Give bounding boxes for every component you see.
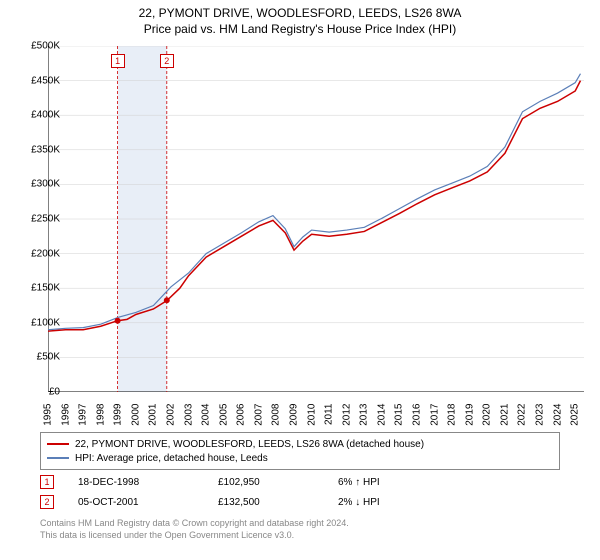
x-tick-label: 2014 [376,404,387,434]
transaction-row: 2 05-OCT-2001£132,5002% ↓ HPI [40,492,560,512]
y-tick-label: £450K [16,75,60,86]
transaction-price: £132,500 [218,497,338,508]
x-tick-label: 1998 [95,404,106,434]
x-tick-label: 2016 [412,404,423,434]
x-tick-label: 2000 [130,404,141,434]
legend-row: 22, PYMONT DRIVE, WOODLESFORD, LEEDS, LS… [47,437,553,451]
x-tick-label: 2013 [359,404,370,434]
x-tick-label: 2018 [447,404,458,434]
y-tick-label: £350K [16,144,60,155]
x-tick-label: 2005 [218,404,229,434]
x-tick-label: 2015 [394,404,405,434]
sale-callout-2: 2 [160,54,174,68]
x-tick-label: 2023 [535,404,546,434]
x-tick-label: 2007 [253,404,264,434]
plot-svg [48,46,584,392]
footer-line-2: This data is licensed under the Open Gov… [40,530,560,542]
sale-callout-1: 1 [111,54,125,68]
x-tick-label: 1999 [113,404,124,434]
x-tick-label: 2003 [183,404,194,434]
transaction-date: 18-DEC-1998 [78,477,218,488]
transaction-table: 1 18-DEC-1998£102,9506% ↑ HPI 2 05-OCT-2001… [40,472,560,512]
transaction-pct: 2% ↓ HPI [338,497,438,508]
chart-area [48,46,584,392]
footer: Contains HM Land Registry data © Crown c… [40,518,560,541]
x-tick-label: 2006 [236,404,247,434]
legend-swatch [47,443,69,445]
legend-label: HPI: Average price, detached house, Leed… [75,453,268,464]
y-tick-label: £500K [16,41,60,52]
x-tick-label: 2017 [429,404,440,434]
x-tick-label: 2025 [570,404,581,434]
transaction-row: 1 18-DEC-1998£102,9506% ↑ HPI [40,472,560,492]
chart-title: 22, PYMONT DRIVE, WOODLESFORD, LEEDS, LS… [0,6,600,20]
legend-row: HPI: Average price, detached house, Leed… [47,451,553,465]
x-tick-label: 2001 [148,404,159,434]
y-tick-label: £50K [16,352,60,363]
footer-line-1: Contains HM Land Registry data © Crown c… [40,518,560,530]
x-tick-label: 2012 [341,404,352,434]
transaction-pct: 6% ↑ HPI [338,477,438,488]
x-tick-label: 2004 [201,404,212,434]
y-tick-label: £400K [16,110,60,121]
y-tick-label: £150K [16,283,60,294]
x-tick-label: 1997 [78,404,89,434]
x-tick-label: 2019 [464,404,475,434]
y-tick-label: £100K [16,317,60,328]
transaction-marker: 1 [40,475,54,489]
transaction-date: 05-OCT-2001 [78,497,218,508]
legend-swatch [47,457,69,459]
transaction-price: £102,950 [218,477,338,488]
y-tick-label: £250K [16,214,60,225]
x-tick-label: 2021 [499,404,510,434]
transaction-marker: 2 [40,495,54,509]
x-tick-label: 2011 [324,404,335,434]
x-tick-label: 2020 [482,404,493,434]
x-tick-label: 2008 [271,404,282,434]
chart-container: 22, PYMONT DRIVE, WOODLESFORD, LEEDS, LS… [0,0,600,560]
x-tick-label: 2009 [289,404,300,434]
x-tick-label: 1996 [60,404,71,434]
x-tick-label: 1995 [43,404,54,434]
legend: 22, PYMONT DRIVE, WOODLESFORD, LEEDS, LS… [40,432,560,470]
y-tick-label: £0 [16,387,60,398]
y-tick-label: £200K [16,248,60,259]
x-tick-label: 2010 [306,404,317,434]
y-tick-label: £300K [16,179,60,190]
legend-label: 22, PYMONT DRIVE, WOODLESFORD, LEEDS, LS… [75,439,424,450]
x-tick-label: 2002 [166,404,177,434]
chart-subtitle: Price paid vs. HM Land Registry's House … [0,22,600,36]
x-tick-label: 2024 [552,404,563,434]
x-tick-label: 2022 [517,404,528,434]
title-block: 22, PYMONT DRIVE, WOODLESFORD, LEEDS, LS… [0,0,600,36]
